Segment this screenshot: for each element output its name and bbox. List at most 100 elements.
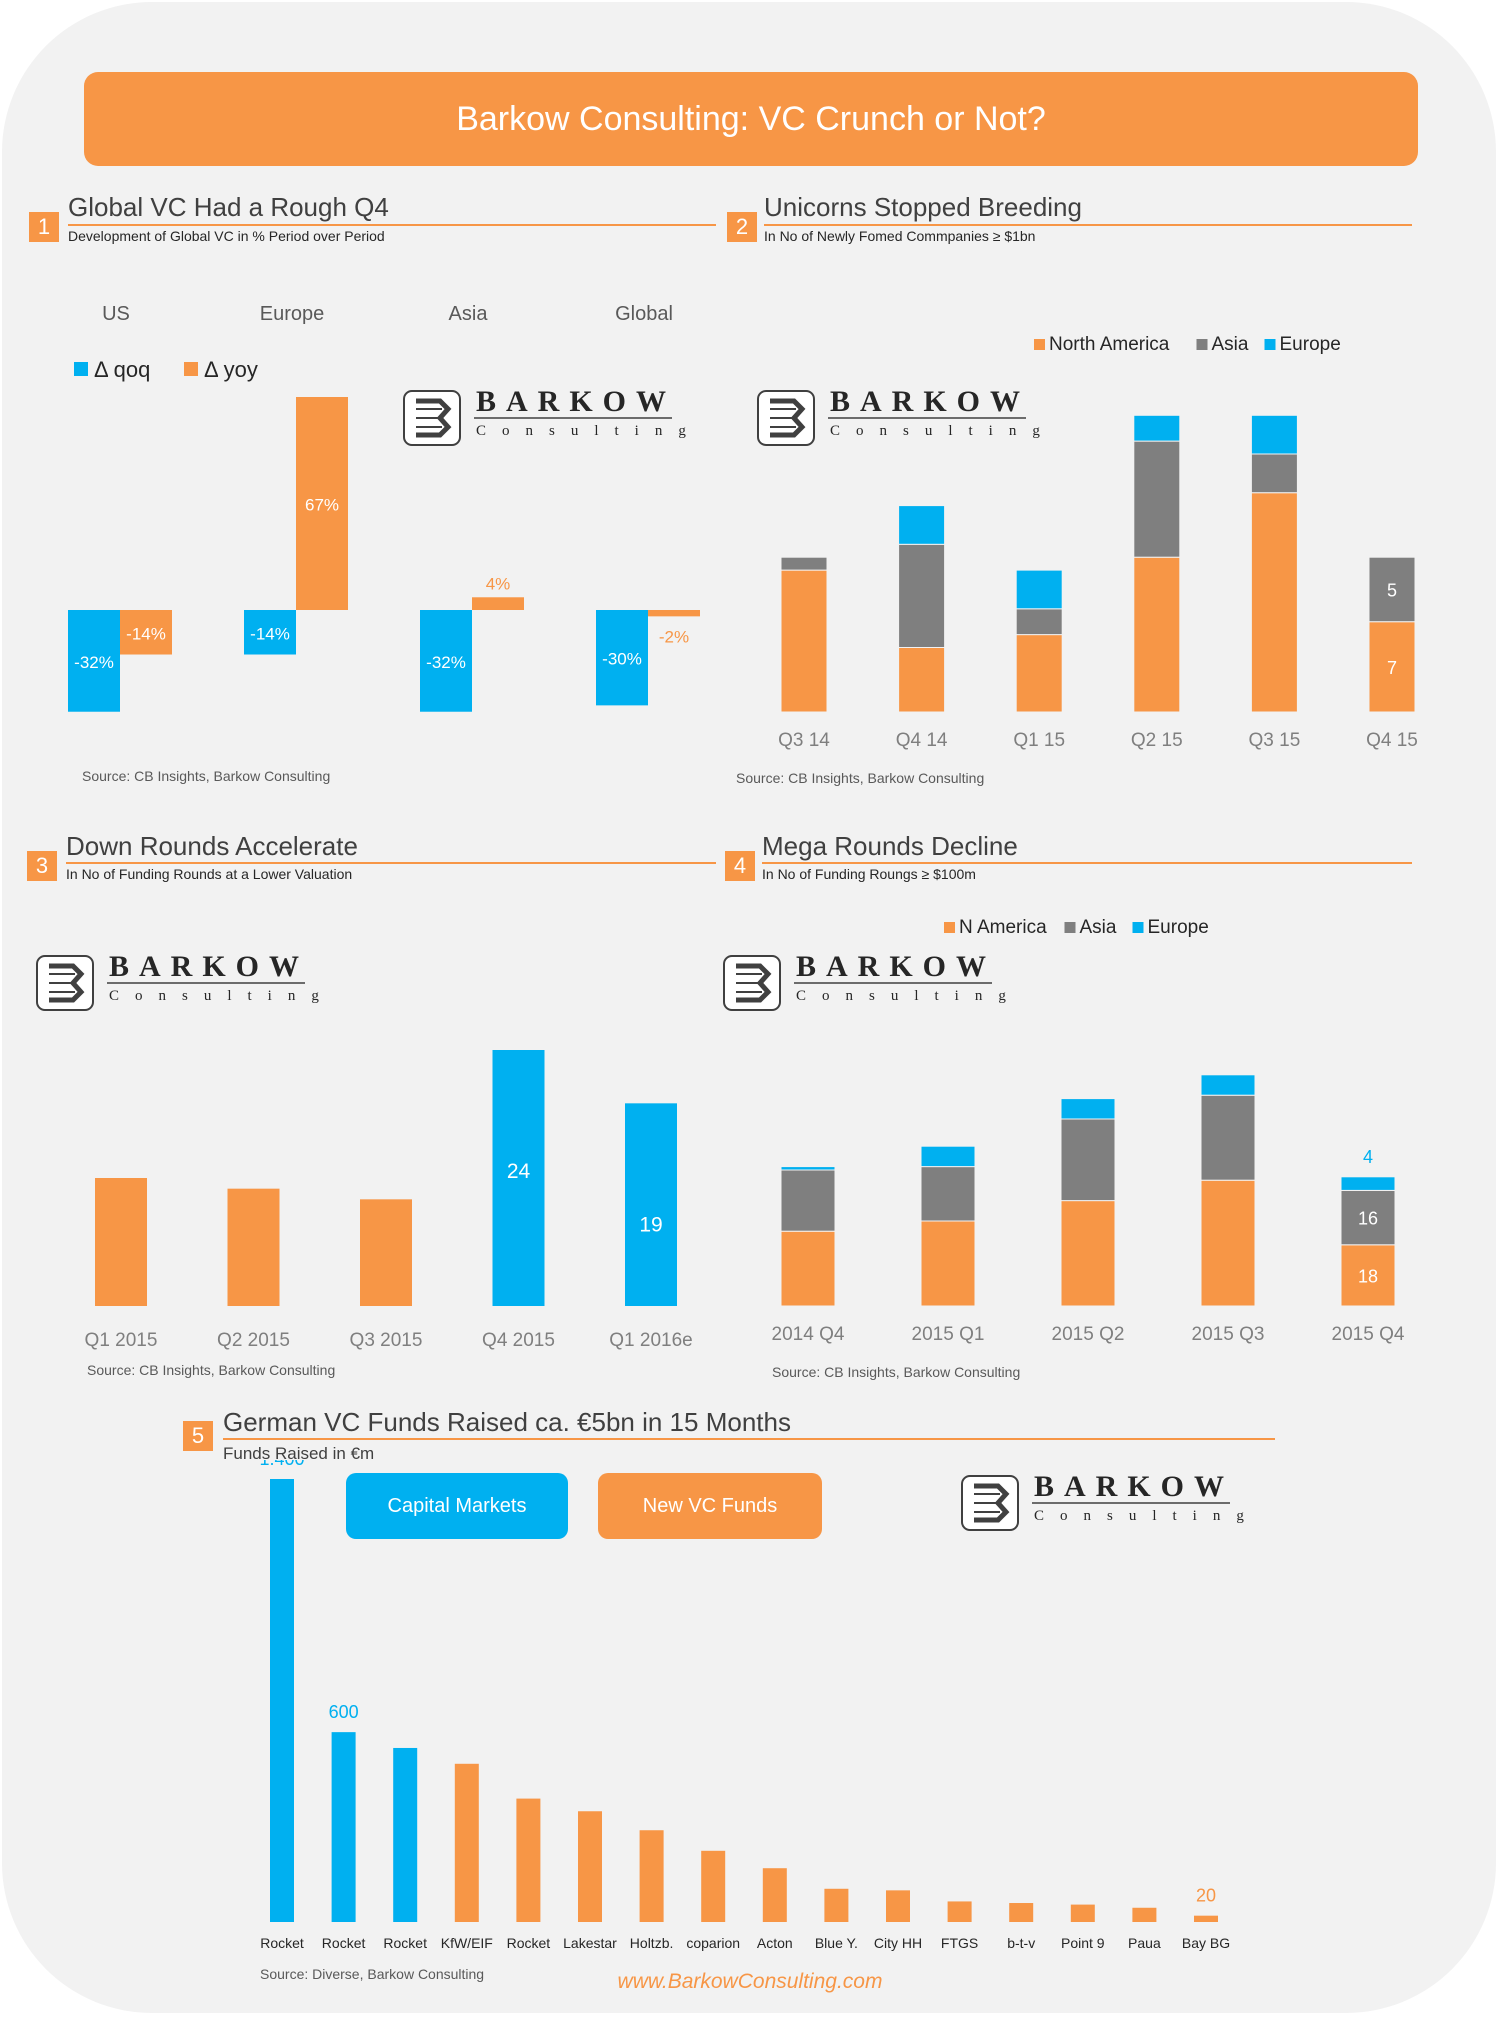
bar-rocket-1: [331, 1732, 356, 1922]
legend-swatch-qoq: [74, 362, 88, 376]
bar-bay-bg-15: [1194, 1915, 1218, 1922]
category-label-europe: Europe: [260, 303, 325, 325]
bar-asia-q1-15: [1015, 608, 1063, 636]
legend-swatch-europe: [1264, 339, 1276, 350]
bar-q1-2016e: [625, 1103, 677, 1306]
bar-coparion-7: [701, 1850, 726, 1922]
section-2-rule: [764, 224, 1412, 226]
bar-kfw-eif-3: [454, 1763, 479, 1922]
data-label-bay-bg-15: 20: [1196, 1886, 1216, 1906]
barkow-logo: BARKOW Consulting: [402, 385, 686, 451]
legend-swatch-asia: [1064, 922, 1076, 933]
data-label-q1-2016e: 19: [639, 1213, 662, 1236]
source-note-5: Source: Diverse, Barkow Consulting: [260, 1966, 485, 1982]
website-link[interactable]: www.BarkowConsulting.com: [617, 1970, 883, 1993]
category-label-us: US: [102, 303, 130, 325]
bar-europe-2014-q4: [780, 1166, 836, 1171]
bar-yoy-us: [120, 610, 172, 655]
bar-asia-q4-14: [898, 543, 946, 648]
category-label-q2-2015: Q2 2015: [217, 1330, 290, 1351]
section-4-number: 4: [725, 851, 755, 881]
section-5-subtitle: Funds Raised in €m: [223, 1444, 375, 1463]
section-4-subtitle: In No of Funding Roungs ≥ $100m: [762, 866, 976, 882]
data-label-yoy-global: -2%: [659, 627, 689, 646]
bar-asia-2015-q4: [1340, 1189, 1396, 1246]
section-1-subtitle: Development of Global VC in % Period ove…: [68, 228, 385, 244]
bar-north-america-q4-15: [1368, 621, 1416, 713]
bar-rocket-4: [516, 1798, 541, 1922]
category-label-coparion-7: coparion: [686, 1935, 740, 1951]
barkow-logo-sub: Consulting: [830, 423, 1056, 439]
category-label-rocket-2: Rocket: [383, 1935, 427, 1951]
legend-label-yoy: Δ yoy: [204, 357, 258, 382]
barkow-logo-sub: Consulting: [476, 423, 702, 439]
barkow-logo-mark: [723, 955, 992, 1011]
bar-ftgs-11: [947, 1901, 972, 1922]
category-label-q3-14: Q3 14: [778, 730, 830, 751]
section-1-rule: [68, 224, 716, 226]
category-label-q4-14: Q4 14: [896, 730, 948, 751]
bar-n-america-2015-q3: [1200, 1179, 1256, 1307]
page-title: Barkow Consulting: VC Crunch or Not?: [84, 72, 1418, 166]
barkow-logo-word: BARKOW: [476, 385, 677, 418]
bar-asia-2015-q2: [1060, 1118, 1116, 1202]
barkow-logo-mark: [757, 390, 1026, 446]
bar-city-hh-10: [886, 1890, 910, 1922]
data-label-asia-q4-15: 5: [1387, 580, 1397, 600]
source-note-3: Source: CB Insights, Barkow Consulting: [87, 1362, 336, 1378]
bar-q3-2015: [360, 1199, 412, 1306]
bar-europe-q3-15: [1250, 414, 1298, 455]
section-3-subtitle: In No of Funding Rounds at a Lower Valua…: [66, 866, 353, 882]
category-label-q1-15: Q1 15: [1013, 730, 1065, 751]
bar-europe-q2-15: [1133, 414, 1181, 442]
data-label-europe-2015-q4: 4: [1363, 1147, 1373, 1167]
section-5-number: 5: [183, 1421, 213, 1451]
data-label-qoq-global: -30%: [602, 650, 642, 669]
bar-europe-2015-q1: [920, 1145, 976, 1168]
legend-label-asia: Asia: [1080, 917, 1117, 938]
bar-q1-2015: [95, 1178, 147, 1306]
category-label-rocket-0: Rocket: [260, 1935, 304, 1951]
section-3-rule: [66, 862, 716, 864]
category-label-2015-q2: 2015 Q2: [1052, 1324, 1125, 1345]
category-label-rocket-1: Rocket: [322, 1935, 366, 1951]
bar-n-america-2015-q1: [920, 1220, 976, 1307]
legend-swatch-north-america: [1034, 339, 1045, 350]
legend-swatch-yoy: [184, 362, 198, 376]
category-label-q4-2015: Q4 2015: [482, 1330, 555, 1351]
bar-asia-q3-15: [1250, 453, 1298, 494]
bar-b-t-v-12: [1009, 1903, 1034, 1922]
bar-q2-2015: [227, 1188, 280, 1306]
legend-label-qoq: Δ qoq: [94, 357, 150, 382]
bar-europe-2015-q4: [1340, 1176, 1396, 1191]
category-label-q1-2015: Q1 2015: [85, 1330, 158, 1351]
section-3-title: Down Rounds Accelerate: [66, 831, 358, 861]
bar-europe-q4-14: [898, 505, 946, 545]
data-label-north-america-q4-15: 7: [1387, 658, 1397, 678]
category-label-2015-q4: 2015 Q4: [1332, 1324, 1405, 1345]
source-note-2: Source: CB Insights, Barkow Consulting: [736, 770, 985, 786]
bar-europe-2015-q2: [1060, 1098, 1116, 1120]
bar-yoy-europe: [296, 397, 348, 610]
capital-markets-legend-button: Capital Markets: [346, 1473, 568, 1539]
bar-n-america-2015-q2: [1060, 1200, 1116, 1307]
chart-global-vc: US -32% -14% Europe -14% 67% Asia -32% 4% Global -…: [68, 303, 700, 712]
bar-blue-y-9: [824, 1888, 849, 1922]
bar-asia-2014-q4: [780, 1169, 836, 1232]
category-label-city-hh-10: City HH: [874, 1935, 922, 1951]
category-label-2015-q3: 2015 Q3: [1192, 1324, 1265, 1345]
bar-europe-2015-q3: [1200, 1074, 1256, 1096]
bar-holtzb-6: [639, 1830, 664, 1922]
legend-swatch-n-america: [944, 922, 955, 933]
barkow-logo-word: BARKOW: [109, 950, 310, 983]
bar-point-9-13: [1070, 1904, 1095, 1922]
section-1-title: Global VC Had a Rough Q4: [68, 192, 389, 222]
source-note-4: Source: CB Insights, Barkow Consulting: [772, 1364, 1021, 1380]
bar-north-america-q3-14: [780, 569, 828, 713]
category-label-q3-15: Q3 15: [1249, 730, 1301, 751]
bar-qoq-global: [596, 610, 648, 706]
data-label-yoy-asia: 4%: [486, 574, 511, 593]
barkow-logo-sub: Consulting: [796, 988, 1022, 1004]
legend-swatch-europe: [1132, 922, 1144, 933]
section-2-number: 2: [727, 212, 757, 242]
